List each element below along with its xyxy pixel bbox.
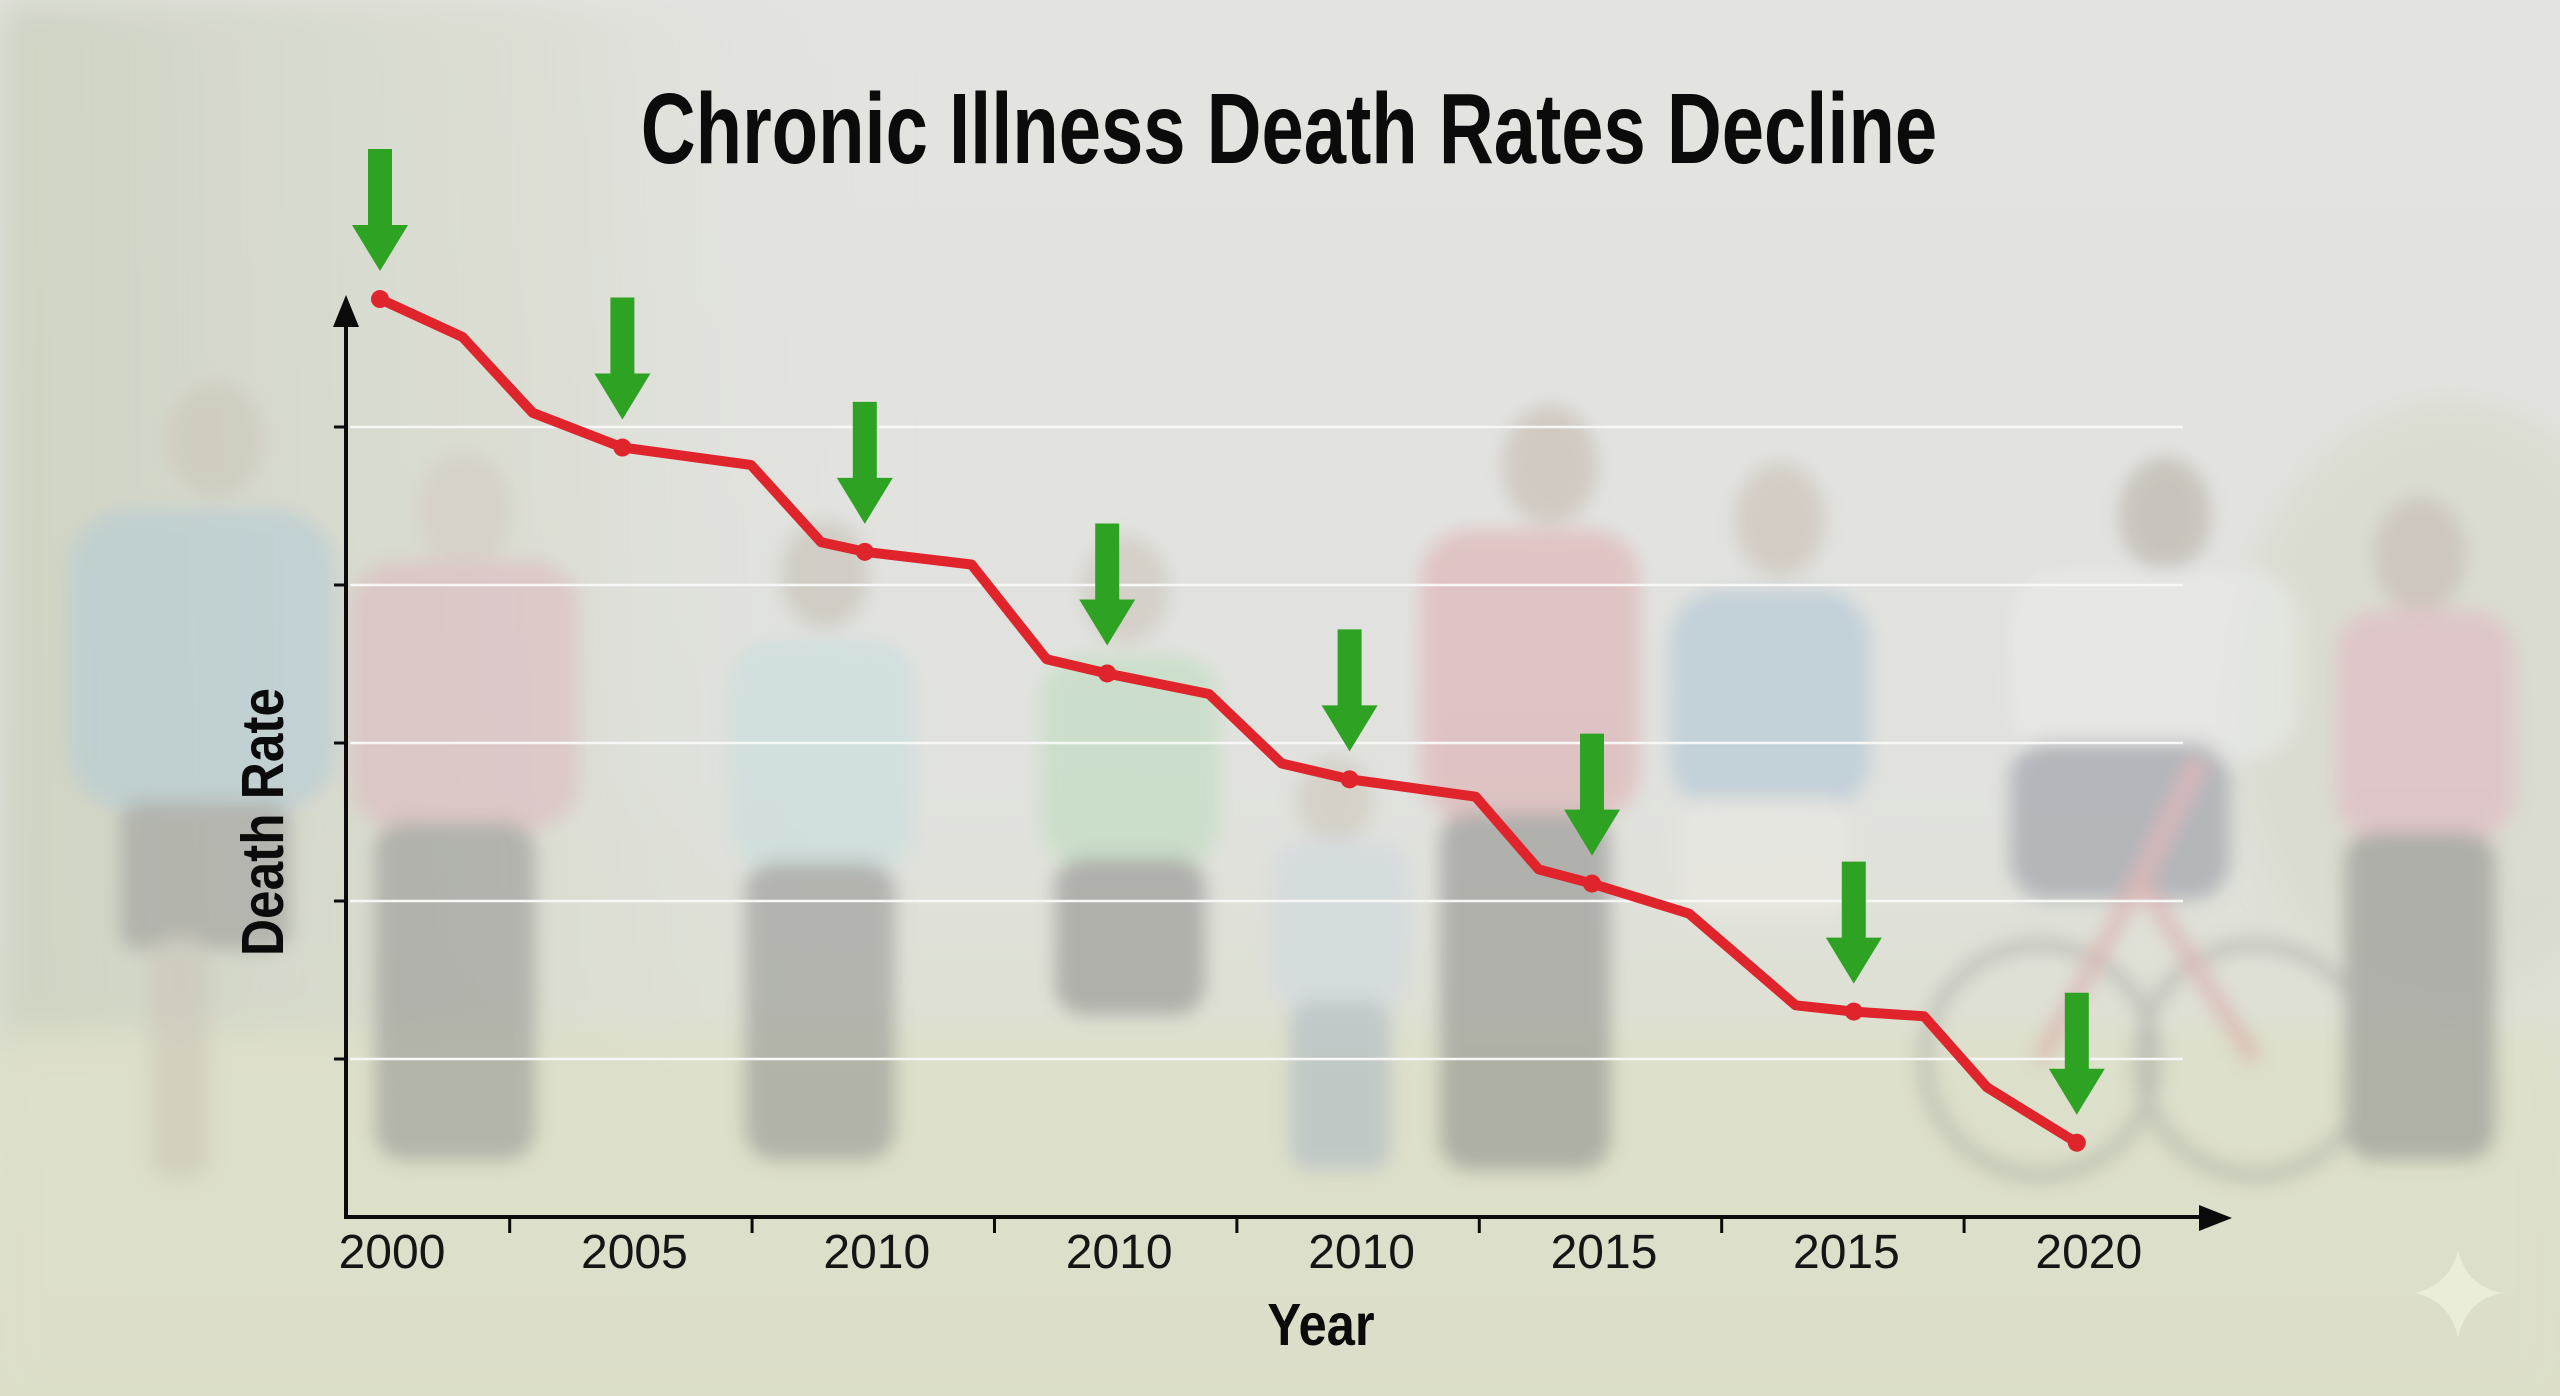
series-layer xyxy=(371,290,2086,1152)
x-axis-arrow-icon xyxy=(2199,1205,2232,1231)
down-arrow-icon xyxy=(594,297,651,420)
x-tick-label: 2015 xyxy=(1793,1226,1900,1279)
x-axis-ticks xyxy=(508,1217,1966,1233)
data-point xyxy=(1098,664,1117,683)
down-arrow-icon xyxy=(1825,861,1882,984)
y-axis-arrow-icon xyxy=(333,295,359,327)
y-axis-title: Death Rate xyxy=(230,688,296,956)
x-tick-label: 2010 xyxy=(823,1226,930,1279)
down-arrow-icon xyxy=(836,401,893,524)
data-point xyxy=(613,438,632,457)
data-point xyxy=(371,290,389,309)
down-arrow-icon xyxy=(352,149,408,272)
down-arrow-icon xyxy=(1564,733,1620,856)
arrow-annotations xyxy=(352,149,2105,1115)
down-arrow-icon xyxy=(1321,629,1378,752)
data-point xyxy=(1844,1002,1863,1021)
data-point xyxy=(1340,770,1359,789)
x-tick-label: 2010 xyxy=(1066,1226,1173,1279)
data-point xyxy=(2067,1133,2086,1152)
x-tick-label: 2010 xyxy=(1308,1226,1415,1279)
x-axis-title: Year xyxy=(1267,1291,1374,1357)
gridlines xyxy=(350,425,2183,1061)
data-point xyxy=(855,542,874,561)
series-line xyxy=(375,294,2082,1148)
x-tick-label: 2020 xyxy=(2035,1226,2142,1279)
chart-title: Chronic Illness Death Rates Decline xyxy=(641,73,1937,184)
x-tick-label: 2015 xyxy=(1551,1226,1658,1279)
down-arrow-icon xyxy=(1079,523,1136,646)
x-tick-label: 2005 xyxy=(581,1226,688,1279)
x-tick-label: 2000 xyxy=(339,1226,446,1279)
data-point xyxy=(1583,874,1601,893)
sparkle-icon xyxy=(2415,1250,2501,1337)
background-people xyxy=(70,382,2515,1181)
x-axis-tick-labels: 2000 2005 2010 2010 2010 2015 2015 2020 xyxy=(339,1226,2143,1279)
y-axis xyxy=(333,295,359,1218)
x-axis xyxy=(344,1205,2232,1231)
down-arrow-icon xyxy=(2048,992,2105,1115)
